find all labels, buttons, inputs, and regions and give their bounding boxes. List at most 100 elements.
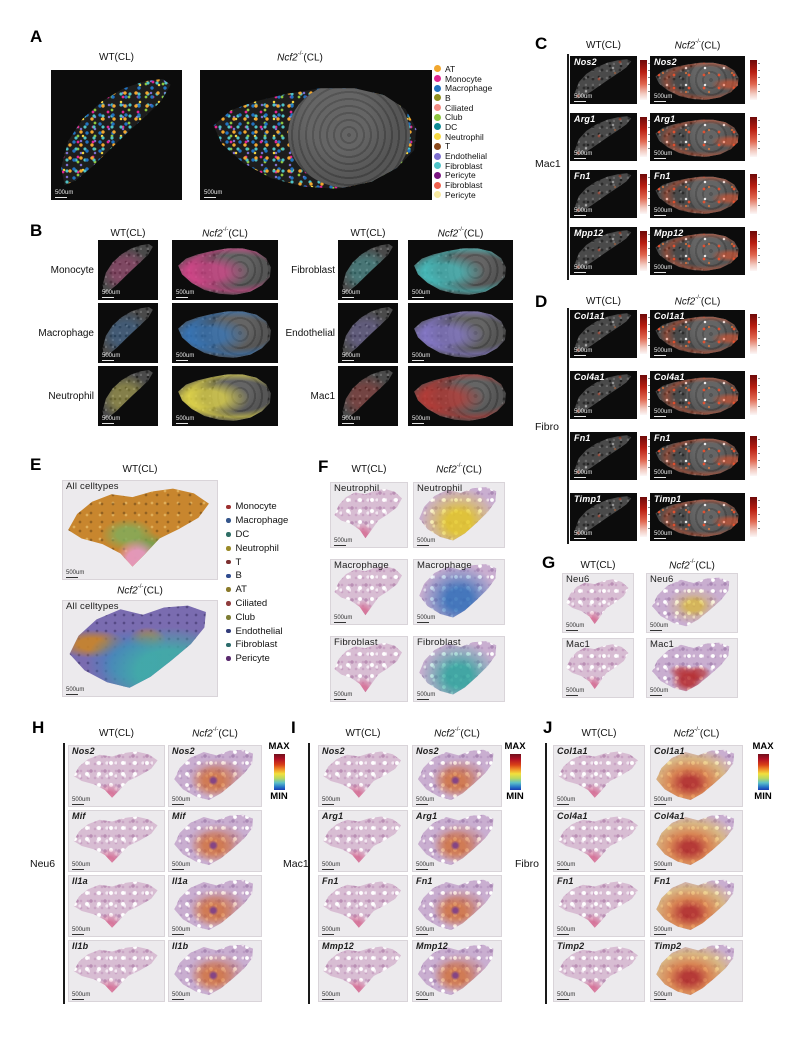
tissue-image: Nos2 500um bbox=[570, 56, 637, 104]
scale-bar: 500um bbox=[574, 470, 592, 479]
panel-letter-H: H bbox=[32, 718, 45, 737]
scale-bar: 500um bbox=[172, 927, 190, 936]
lung-silhouette bbox=[419, 641, 497, 695]
lung-silhouette bbox=[656, 814, 735, 865]
scale-bar: 500um bbox=[574, 151, 592, 160]
scale-bar: 500um bbox=[172, 797, 190, 806]
consolidation-region bbox=[686, 233, 736, 271]
scale-bar: 500um bbox=[416, 927, 434, 936]
expression-speckles bbox=[655, 438, 739, 476]
lung-silhouette bbox=[655, 119, 739, 157]
scale-bar: 500um bbox=[650, 623, 668, 632]
tissue-image: Mpp12 500um bbox=[650, 227, 745, 275]
lung-silhouette bbox=[342, 307, 393, 357]
title-suffix: (CL) bbox=[218, 728, 238, 740]
expression-ring bbox=[655, 377, 739, 415]
image-label: Arg1 bbox=[654, 114, 676, 124]
expression-speckles bbox=[655, 62, 739, 100]
row-label: Mac1 bbox=[310, 391, 335, 402]
scale-bar: 500um bbox=[557, 992, 575, 1001]
scale-bar: 500um bbox=[66, 687, 84, 696]
image-label: Fn1 bbox=[574, 433, 591, 443]
image-label: Mac1 bbox=[650, 639, 675, 650]
title-suffix: (CL) bbox=[462, 464, 482, 476]
scale-bar: 500um bbox=[342, 416, 360, 425]
legend-label: Macrophage bbox=[235, 515, 289, 527]
tissue-image: Col4a1 500um bbox=[650, 810, 743, 872]
lung-silhouette bbox=[575, 435, 632, 475]
tissue-image: Timp2 500um bbox=[553, 940, 645, 1002]
image-label: Col4a1 bbox=[654, 811, 685, 821]
legend-color-dot bbox=[434, 171, 441, 179]
consolidation-region bbox=[686, 176, 736, 214]
tissue-image: Arg1 500um bbox=[412, 810, 502, 872]
scale-bar: 500um bbox=[416, 862, 434, 871]
image-label: Fn1 bbox=[654, 876, 671, 886]
legend-label: Monocyte bbox=[445, 73, 482, 84]
column-title-ko: Ncf2-/-(CL) bbox=[650, 295, 745, 307]
scale-bar: 500um bbox=[654, 151, 672, 160]
image-label: Nos2 bbox=[416, 746, 439, 756]
legend-label: DC bbox=[445, 121, 458, 132]
genotype-superscript: -/- bbox=[454, 727, 461, 733]
panel-J-side-label: Fibro bbox=[515, 858, 539, 870]
scale-bar: 500um bbox=[574, 94, 592, 103]
lung-silhouette bbox=[652, 642, 730, 692]
legend-label: Macrophage bbox=[445, 83, 493, 94]
row-label: Fibroblast bbox=[291, 265, 335, 276]
image-label: Col4a1 bbox=[557, 811, 588, 821]
tissue-image: Mif 500um bbox=[168, 810, 262, 872]
expression-speckles bbox=[575, 173, 632, 213]
lung-silhouette bbox=[174, 814, 254, 865]
scale-bar: 500um bbox=[412, 416, 430, 425]
lung-silhouette bbox=[419, 564, 497, 618]
lung-silhouette bbox=[73, 946, 158, 993]
scale-bar: 500um bbox=[574, 208, 592, 217]
legend-color-dot bbox=[226, 628, 231, 634]
panel-D: D Fibro WT(CL) Ncf2-/-(CL) Col1a1 500um Col… bbox=[535, 293, 800, 548]
scale-bar: 500um bbox=[204, 190, 222, 199]
tissue-image: Nos2 500um bbox=[412, 745, 502, 807]
column-title-wt: WT(CL) bbox=[581, 728, 617, 739]
column-titles-F: WT(CL) Ncf2-/-(CL) bbox=[318, 452, 530, 704]
expression-speckles bbox=[575, 313, 632, 353]
lung-silhouette bbox=[414, 311, 506, 358]
image-label: Macrophage bbox=[417, 560, 472, 571]
genotype-superscript: -/- bbox=[458, 227, 464, 233]
celltype-legend-A: AT Monocyte Macrophage B Ciliated Club DC Neutr… bbox=[434, 64, 492, 200]
panel-G: G WT(CL) Ncf2-/-(CL) Neu6 500um Neu6 500um Ma… bbox=[538, 552, 770, 704]
gene-name-italic: Ncf2 bbox=[192, 728, 213, 740]
legend-color-dot bbox=[226, 559, 231, 565]
tissue-image: Col4a1 500um bbox=[650, 371, 745, 419]
expression-ring bbox=[655, 233, 739, 271]
legend-item: Ciliated bbox=[226, 597, 288, 611]
lung-silhouette bbox=[323, 946, 402, 993]
lung-silhouette bbox=[102, 307, 153, 357]
expression-speckles bbox=[655, 119, 739, 157]
genotype-superscript: -/- bbox=[456, 463, 463, 469]
overlay-tint bbox=[102, 370, 153, 420]
overlay-tint bbox=[342, 307, 393, 357]
lung-silhouette bbox=[652, 577, 730, 627]
genotype-superscript: -/- bbox=[222, 227, 229, 233]
tissue-image: 500um bbox=[408, 303, 513, 363]
expression-ring bbox=[655, 62, 739, 100]
overlay-tint bbox=[342, 370, 393, 420]
scale-bar: 500um bbox=[654, 348, 672, 357]
column-title-ko: Ncf2-/-(CL) bbox=[408, 227, 513, 239]
column-title-wt: WT(CL) bbox=[122, 464, 158, 475]
legend-label: Endothelial bbox=[445, 151, 488, 162]
row-label: Neutrophil bbox=[48, 391, 94, 402]
expression-speckles bbox=[575, 435, 632, 475]
legend-color-dot bbox=[434, 75, 441, 83]
image-label: Timp2 bbox=[557, 941, 585, 951]
overlay-tint bbox=[656, 749, 735, 800]
tissue-image: Timp1 500um bbox=[570, 493, 637, 541]
image-label: Mmp12 bbox=[322, 941, 355, 951]
tissue-image: 500um bbox=[172, 303, 278, 363]
scale-bar: 500um bbox=[654, 265, 672, 274]
legend-item: Monocyte bbox=[434, 74, 492, 84]
image-grid-G: Neu6 500um Neu6 500um Mac1 500um Mac1 500um bbox=[538, 552, 770, 704]
overlay-tint bbox=[102, 307, 153, 357]
image-label: Il1a bbox=[172, 876, 188, 886]
